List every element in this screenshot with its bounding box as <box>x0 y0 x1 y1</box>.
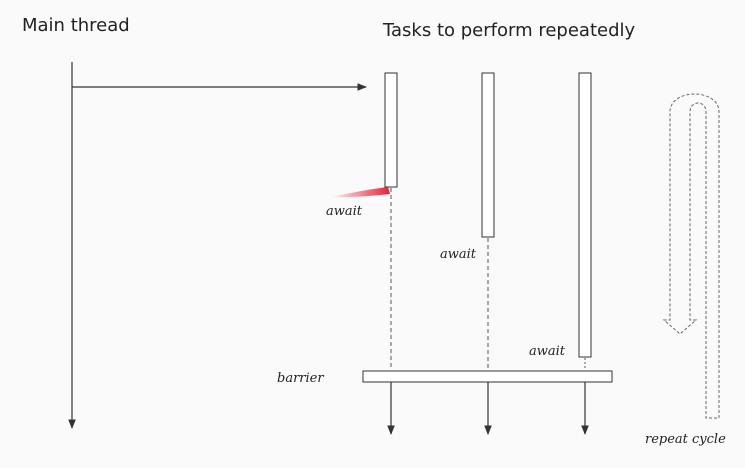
task-1-bar <box>384 72 398 188</box>
main-thread-title: Main thread <box>22 15 130 36</box>
await-label-task-3: await <box>529 344 566 359</box>
barrier-label: barrier <box>277 371 324 386</box>
repeat-cycle-arrow <box>662 93 720 419</box>
task-3-bar <box>578 72 592 358</box>
await-label-task-1: await <box>326 204 363 219</box>
repeat-cycle-label: repeat cycle <box>645 432 726 447</box>
await-glow-marker <box>330 187 390 198</box>
await-label-task-2: await <box>440 247 477 262</box>
barrier-bar <box>362 370 613 383</box>
tasks-title: Tasks to perform repeatedly <box>383 20 636 41</box>
task-2-bar <box>481 72 495 238</box>
